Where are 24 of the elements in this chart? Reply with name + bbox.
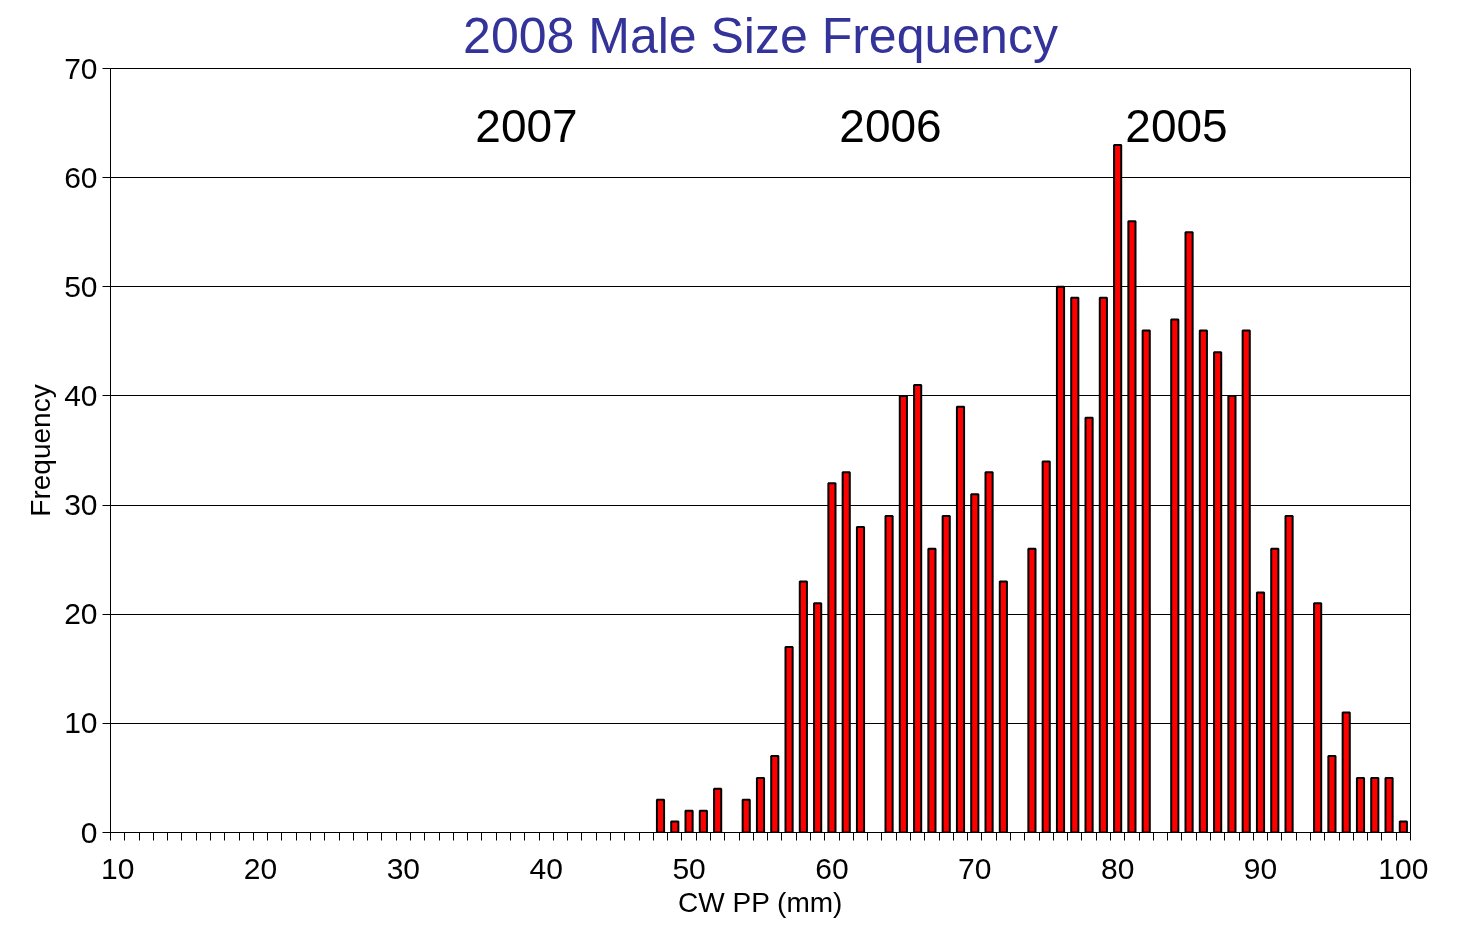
annotation: 2005 bbox=[1125, 99, 1228, 152]
y-axis-title: Frequency bbox=[25, 384, 57, 517]
x-tick-label: 50 bbox=[672, 851, 706, 885]
x-tick-label: 20 bbox=[243, 851, 278, 885]
y-tick-label: 60 bbox=[64, 160, 98, 194]
x-tick-label: 40 bbox=[529, 851, 563, 885]
x-tick-label: 70 bbox=[958, 851, 992, 885]
x-axis-title: CW PP (mm) bbox=[678, 886, 843, 918]
y-tick-label: 30 bbox=[64, 488, 98, 522]
y-tick-label: 10 bbox=[64, 706, 98, 740]
x-tick-label: 60 bbox=[815, 851, 849, 885]
annotation: 2007 bbox=[475, 99, 578, 152]
x-tick-label: 30 bbox=[386, 851, 421, 885]
y-tick-label: 40 bbox=[64, 378, 98, 412]
x-tick-label: 90 bbox=[1243, 851, 1278, 885]
annotation: 2006 bbox=[839, 99, 942, 152]
chart-title: 2008 Male Size Frequency bbox=[463, 7, 1058, 64]
y-tick-label: 70 bbox=[64, 51, 98, 85]
x-tick-label: 80 bbox=[1100, 851, 1135, 885]
y-tick-label: 0 bbox=[80, 815, 98, 849]
x-tick-label: 100 bbox=[1378, 851, 1429, 885]
y-tick-label: 50 bbox=[64, 269, 98, 303]
y-tick-label: 20 bbox=[64, 597, 98, 631]
x-tick-label: 10 bbox=[100, 851, 135, 885]
